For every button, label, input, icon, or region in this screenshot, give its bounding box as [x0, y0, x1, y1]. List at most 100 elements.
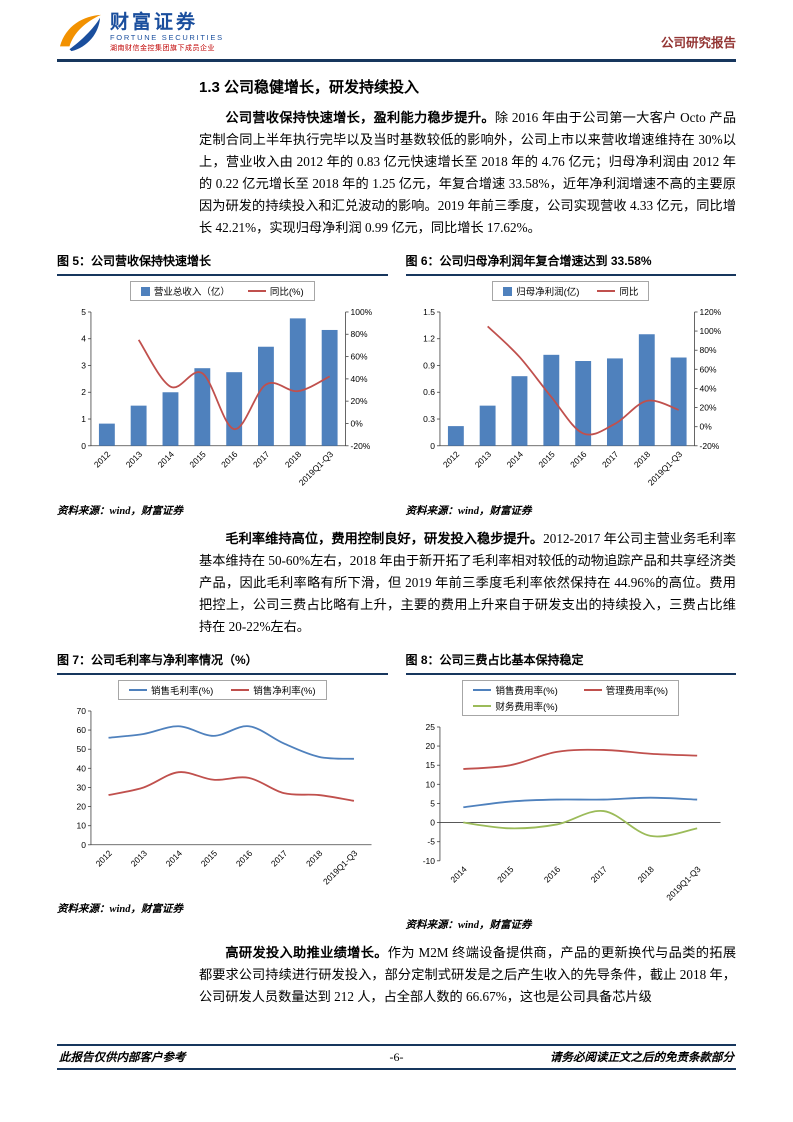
section-title: 1.3 公司稳健增长，研发持续投入	[199, 79, 420, 96]
figure-row-2: 图 7：公司毛利率与净利率情况（%） 销售毛利率(%) 销售净利率(%) 0 10 2…	[57, 648, 736, 933]
paragraph-revenue-growth: 公司营收保持快速增长，盈利能力稳步提升。除 2016 年由于公司第一大客户 Oc…	[199, 107, 736, 239]
svg-text:3: 3	[81, 360, 86, 370]
svg-text:-5: -5	[427, 836, 435, 846]
brand-block: 财富证券 FORTUNE SECURITIES 湖南财信金控集团旗下成员企业	[57, 12, 224, 54]
svg-text:2012: 2012	[94, 848, 115, 869]
figure-7-chart: 销售毛利率(%)销售净利率(%) 01020304050607014420122…	[57, 679, 388, 897]
svg-text:0: 0	[81, 839, 86, 849]
legend-item-fig5-1: 同比(%)	[247, 284, 304, 298]
svg-text:2015: 2015	[495, 864, 516, 885]
line-series-swatch-icon	[597, 290, 616, 292]
footer-disclaimer-left: 此报告仅供内部客户参考	[59, 1052, 186, 1064]
fig8-plot-svg: -10-50510152025105.714285714285722014201…	[422, 722, 721, 903]
svg-text:2019Q1-Q3: 2019Q1-Q3	[321, 848, 360, 887]
page-footer: 此报告仅供内部客户参考 -6- 请务必阅读正文之后的免责条款部分	[57, 1044, 736, 1070]
brand-tagline: 湖南财信金控集团旗下成员企业	[110, 45, 215, 53]
svg-text:2019Q1-Q3: 2019Q1-Q3	[297, 449, 336, 488]
svg-text:2016: 2016	[219, 449, 240, 470]
legend-label: 财务费用率(%)	[495, 701, 558, 713]
svg-text:20: 20	[425, 741, 435, 751]
legend-label: 同比	[619, 287, 639, 298]
figure-8-source: 资料来源：wind，财富证券	[405, 920, 532, 932]
legend-label: 销售净利率(%)	[253, 685, 316, 697]
bar-series-swatch-icon	[140, 286, 150, 296]
legend-label: 归母净利润(亿)	[516, 287, 580, 298]
svg-text:2016: 2016	[568, 449, 589, 470]
figure-7-legend: 销售毛利率(%) 销售净利率(%)	[117, 679, 327, 700]
figure-5-plot: 012345-20%0%20%40%60%80%100%144201220132…	[57, 302, 388, 498]
svg-text:-20%: -20%	[699, 441, 719, 451]
svg-text:2012: 2012	[440, 449, 461, 470]
figure-5-title: 图 5：公司营收保持快速增长	[57, 249, 388, 276]
svg-text:0.3: 0.3	[423, 414, 435, 424]
svg-text:2013: 2013	[124, 449, 145, 470]
svg-text:2017: 2017	[251, 449, 272, 470]
fig5-plot-svg: 012345-20%0%20%40%60%80%100%144201220132…	[81, 307, 373, 488]
legend-item-fig6-0: 归母净利润(亿)	[503, 284, 579, 298]
svg-text:2018: 2018	[283, 449, 304, 470]
svg-text:2: 2	[81, 387, 86, 397]
svg-text:1.2: 1.2	[423, 334, 435, 344]
line-series-swatch-icon	[128, 688, 147, 691]
svg-text:80%: 80%	[351, 329, 368, 339]
svg-text:2019Q1-Q3: 2019Q1-Q3	[664, 864, 703, 903]
report-type-label: 公司研究报告	[660, 36, 736, 50]
figure-8-legend: 销售费用率(%) 管理费用率(%) 财务费用率(%)	[462, 679, 680, 716]
figure-6-plot: 0 0.3 0.6 0.9 1.2 1.5 -20% 0% 20% 40% 60% 80% 100% 12…	[406, 302, 737, 498]
figure-7-title: 图 7：公司毛利率与净利率情况（%）	[57, 648, 388, 675]
figure-7-source: 资料来源：wind，财富证券	[57, 904, 184, 916]
fig6-plot-svg: 0 0.3 0.6 0.9 1.2 1.5 -20% 0% 20% 40% 60% 80% 100% 12…	[423, 307, 722, 488]
svg-text:2018: 2018	[304, 848, 325, 869]
svg-text:2015: 2015	[536, 449, 557, 470]
svg-text:100%: 100%	[351, 307, 373, 317]
svg-text:10: 10	[425, 779, 435, 789]
svg-text:4: 4	[81, 334, 86, 344]
svg-text:60%: 60%	[351, 352, 368, 362]
svg-text:2014: 2014	[164, 848, 185, 869]
svg-text:80%: 80%	[699, 345, 716, 355]
svg-text:20: 20	[77, 801, 87, 811]
legend-label: 销售毛利率(%)	[150, 685, 214, 697]
svg-text:2019Q1-Q3: 2019Q1-Q3	[645, 449, 684, 488]
figure-6-source: 资料来源：wind，财富证券	[405, 505, 532, 517]
legend-label: 管理费用率(%)	[605, 685, 669, 697]
svg-text:2013: 2013	[129, 848, 150, 869]
header-divider	[57, 59, 736, 62]
paragraph-text: 除 2016 年由于公司第一大客户 Octo 产品定制合同上半年执行完毕以及当时…	[199, 110, 737, 235]
svg-text:2016: 2016	[541, 864, 562, 885]
svg-text:1: 1	[81, 414, 86, 424]
svg-text:2016: 2016	[234, 848, 255, 869]
svg-text:100%: 100%	[699, 326, 721, 336]
svg-text:40%: 40%	[351, 374, 368, 384]
svg-text:60: 60	[77, 725, 87, 735]
svg-text:0: 0	[81, 441, 86, 451]
svg-text:0: 0	[430, 441, 435, 451]
fig7-plot-svg: 0102030405060701442012201320142015201620…	[77, 706, 372, 887]
legend-item-fig7-1: 销售净利率(%)	[231, 683, 316, 697]
brand-text: 财富证券 FORTUNE SECURITIES 湖南财信金控集团旗下成员企业	[110, 11, 224, 54]
svg-text:2013: 2013	[472, 449, 493, 470]
line-series-swatch-icon	[231, 688, 250, 691]
figure-5-legend: 营业总收入（亿） 同比(%)	[129, 281, 315, 301]
svg-text:20%: 20%	[351, 396, 368, 406]
line-series-swatch-icon	[473, 704, 492, 707]
svg-text:2014: 2014	[156, 449, 177, 470]
svg-text:40: 40	[77, 763, 87, 773]
svg-text:2018: 2018	[631, 449, 652, 470]
paragraph-lead: 公司营收保持快速增长，盈利能力稳步提升。	[225, 110, 495, 125]
legend-label: 销售费用率(%)	[495, 685, 558, 697]
figure-5-source: 资料来源：wind，财富证券	[57, 505, 184, 517]
svg-text:2017: 2017	[588, 864, 609, 885]
legend-label: 营业总收入（亿）	[153, 287, 230, 298]
paragraph-margin: 毛利率维持高位，费用控制良好，研发投入稳步提升。2012-2017 年公司主营业…	[199, 528, 736, 638]
report-body: 1.3 公司稳健增长，研发持续投入 公司营收保持快速增长，盈利能力稳步提升。除 …	[0, 76, 793, 1008]
page-header: 财富证券 FORTUNE SECURITIES 湖南财信金控集团旗下成员企业 公…	[0, 0, 793, 59]
figure-6-legend: 归母净利润(亿) 同比	[492, 281, 650, 301]
figure-8: 图 8：公司三费占比基本保持稳定 销售费用率(%) 管理费用率(%) 财务费用率(%…	[405, 648, 737, 933]
legend-item-fig8-0: 销售费用率(%)	[473, 683, 558, 697]
svg-text:0%: 0%	[351, 419, 364, 429]
figure-8-chart: 销售费用率(%) 管理费用率(%) 财务费用率(%) -10 -5 0 5 10 15 20 25…	[406, 679, 737, 913]
brand-name-cn: 财富证券	[110, 11, 199, 33]
paragraph-text: 作为 M2M 终端设备提供商，产品的更新换代与品类的拓展都要求公司持续进行研发投…	[199, 945, 737, 1005]
